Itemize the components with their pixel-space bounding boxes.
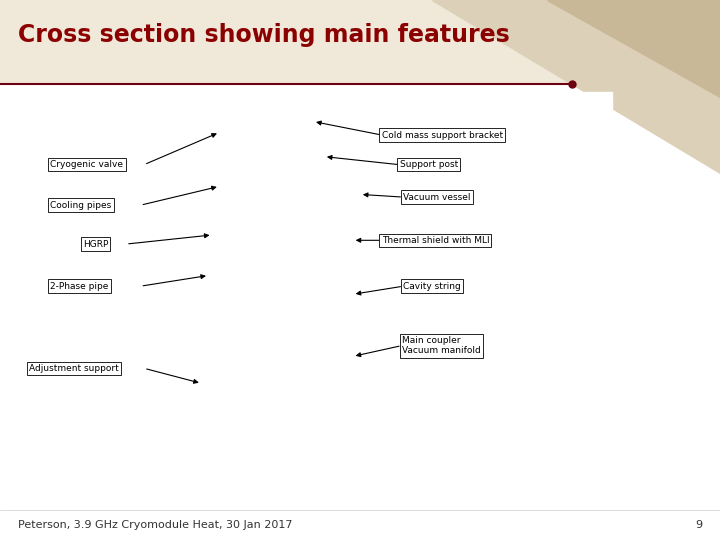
Text: HGRP: HGRP [83,240,108,248]
Text: Support post: Support post [400,160,458,169]
Text: Main coupler
Vacuum manifold: Main coupler Vacuum manifold [402,336,480,355]
Bar [0,0,720,84]
Bar [0,84,720,510]
Text: 9: 9 [695,520,702,530]
Polygon shape [432,0,720,173]
Text: Vacuum vessel: Vacuum vessel [403,193,471,201]
Text: Cold mass support bracket: Cold mass support bracket [382,131,503,139]
Text: Cooling pipes: Cooling pipes [50,201,112,210]
Text: Thermal shield with MLI: Thermal shield with MLI [382,236,489,245]
Text: 2-Phase pipe: 2-Phase pipe [50,282,109,291]
Text: Cavity string: Cavity string [403,282,461,291]
Bar [94,92,612,494]
Text: Cross section showing main features: Cross section showing main features [18,23,510,47]
Text: Peterson, 3.9 GHz Cryomodule Heat, 30 Jan 2017: Peterson, 3.9 GHz Cryomodule Heat, 30 Ja… [18,520,292,530]
Text: Adjustment support: Adjustment support [29,364,119,373]
Polygon shape [547,0,720,97]
Text: Cryogenic valve: Cryogenic valve [50,160,123,169]
